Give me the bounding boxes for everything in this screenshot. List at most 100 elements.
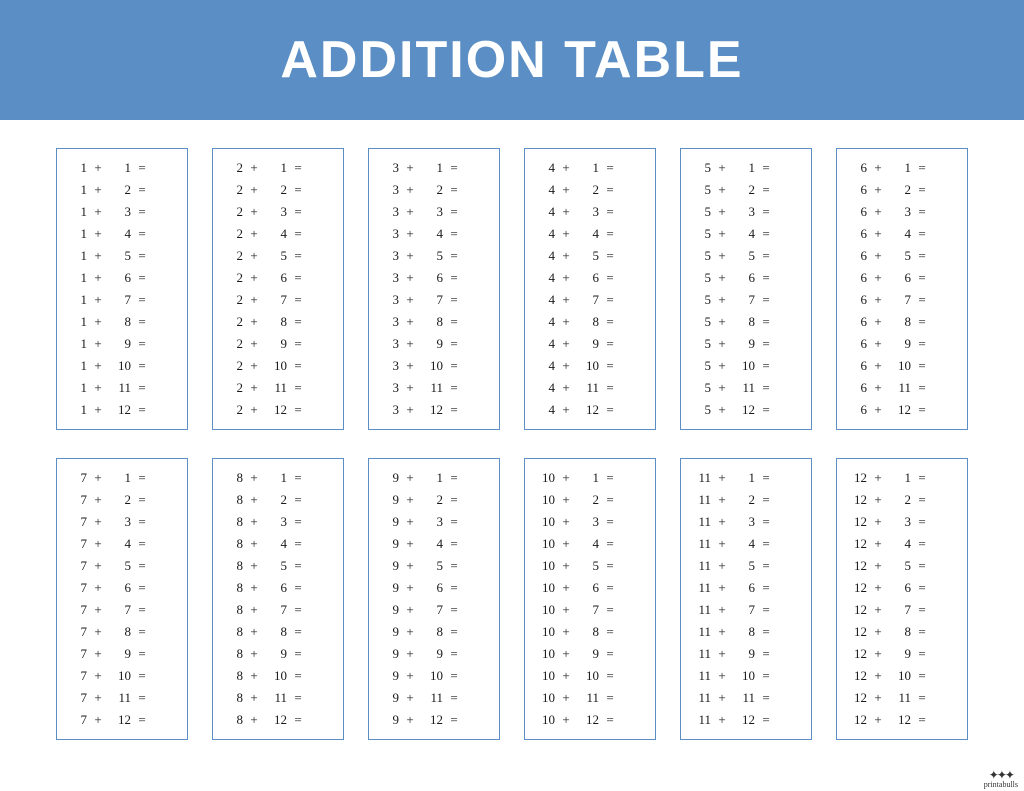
operand-a: 12 <box>849 511 867 533</box>
equals-sign: = <box>135 399 149 421</box>
addition-row: 3+1= <box>381 157 489 179</box>
equals-sign: = <box>135 555 149 577</box>
addition-row: 6+4= <box>849 223 957 245</box>
operand-a: 7 <box>69 643 87 665</box>
operand-b: 5 <box>733 555 755 577</box>
addition-row: 5+4= <box>693 223 801 245</box>
operand-a: 9 <box>381 555 399 577</box>
operand-a: 8 <box>225 577 243 599</box>
operand-a: 2 <box>225 179 243 201</box>
operator-plus: + <box>91 709 105 731</box>
operand-a: 2 <box>225 311 243 333</box>
operator-plus: + <box>91 267 105 289</box>
operand-a: 12 <box>849 709 867 731</box>
operand-b: 2 <box>577 179 599 201</box>
operator-plus: + <box>403 289 417 311</box>
equals-sign: = <box>447 377 461 399</box>
operand-a: 3 <box>381 289 399 311</box>
addition-row: 8+9= <box>225 643 333 665</box>
operator-plus: + <box>715 223 729 245</box>
operand-b: 1 <box>577 467 599 489</box>
operand-b: 12 <box>109 399 131 421</box>
operator-plus: + <box>559 201 573 223</box>
operand-b: 4 <box>421 533 443 555</box>
operand-b: 8 <box>733 311 755 333</box>
operand-b: 8 <box>889 311 911 333</box>
addition-panel: 11+1=11+2=11+3=11+4=11+5=11+6=11+7=11+8=… <box>680 458 812 740</box>
operator-plus: + <box>715 489 729 511</box>
addition-row: 5+11= <box>693 377 801 399</box>
equals-sign: = <box>603 709 617 731</box>
operand-a: 1 <box>69 201 87 223</box>
operator-plus: + <box>91 223 105 245</box>
equals-sign: = <box>603 223 617 245</box>
operator-plus: + <box>559 709 573 731</box>
equals-sign: = <box>135 533 149 555</box>
operand-a: 3 <box>381 245 399 267</box>
operand-b: 6 <box>109 577 131 599</box>
operator-plus: + <box>247 687 261 709</box>
equals-sign: = <box>291 289 305 311</box>
operand-b: 5 <box>889 245 911 267</box>
addition-row: 11+12= <box>693 709 801 731</box>
addition-row: 8+12= <box>225 709 333 731</box>
operand-b: 12 <box>733 399 755 421</box>
operand-a: 12 <box>849 489 867 511</box>
equals-sign: = <box>915 511 929 533</box>
addition-row: 4+4= <box>537 223 645 245</box>
operand-b: 11 <box>421 377 443 399</box>
addition-row: 12+12= <box>849 709 957 731</box>
operator-plus: + <box>403 333 417 355</box>
operand-a: 7 <box>69 599 87 621</box>
addition-panel: 9+1=9+2=9+3=9+4=9+5=9+6=9+7=9+8=9+9=9+10… <box>368 458 500 740</box>
operand-b: 10 <box>733 665 755 687</box>
addition-panel: 7+1=7+2=7+3=7+4=7+5=7+6=7+7=7+8=7+9=7+10… <box>56 458 188 740</box>
addition-row: 12+9= <box>849 643 957 665</box>
operator-plus: + <box>715 621 729 643</box>
addition-row: 5+7= <box>693 289 801 311</box>
addition-row: 11+9= <box>693 643 801 665</box>
equals-sign: = <box>135 467 149 489</box>
operand-a: 4 <box>537 267 555 289</box>
addition-row: 10+1= <box>537 467 645 489</box>
operator-plus: + <box>403 245 417 267</box>
addition-row: 5+9= <box>693 333 801 355</box>
equals-sign: = <box>759 709 773 731</box>
equals-sign: = <box>603 399 617 421</box>
equals-sign: = <box>135 157 149 179</box>
operand-b: 11 <box>733 687 755 709</box>
addition-row: 2+2= <box>225 179 333 201</box>
operand-b: 6 <box>733 577 755 599</box>
equals-sign: = <box>603 179 617 201</box>
equals-sign: = <box>291 467 305 489</box>
equals-sign: = <box>759 467 773 489</box>
operator-plus: + <box>715 245 729 267</box>
equals-sign: = <box>759 599 773 621</box>
operator-plus: + <box>403 687 417 709</box>
operand-b: 7 <box>265 599 287 621</box>
operand-b: 1 <box>109 157 131 179</box>
addition-row: 3+5= <box>381 245 489 267</box>
addition-row: 5+2= <box>693 179 801 201</box>
operator-plus: + <box>871 467 885 489</box>
addition-row: 11+3= <box>693 511 801 533</box>
operand-b: 2 <box>889 179 911 201</box>
addition-row: 2+5= <box>225 245 333 267</box>
operand-a: 11 <box>693 665 711 687</box>
operand-a: 3 <box>381 333 399 355</box>
equals-sign: = <box>603 621 617 643</box>
addition-row: 8+8= <box>225 621 333 643</box>
operand-a: 7 <box>69 511 87 533</box>
equals-sign: = <box>447 621 461 643</box>
addition-row: 4+3= <box>537 201 645 223</box>
operand-a: 3 <box>381 223 399 245</box>
addition-row: 6+6= <box>849 267 957 289</box>
equals-sign: = <box>759 179 773 201</box>
operator-plus: + <box>247 333 261 355</box>
operator-plus: + <box>247 223 261 245</box>
operand-b: 4 <box>265 223 287 245</box>
operator-plus: + <box>715 201 729 223</box>
operator-plus: + <box>871 533 885 555</box>
operand-b: 11 <box>577 687 599 709</box>
operand-b: 9 <box>577 333 599 355</box>
